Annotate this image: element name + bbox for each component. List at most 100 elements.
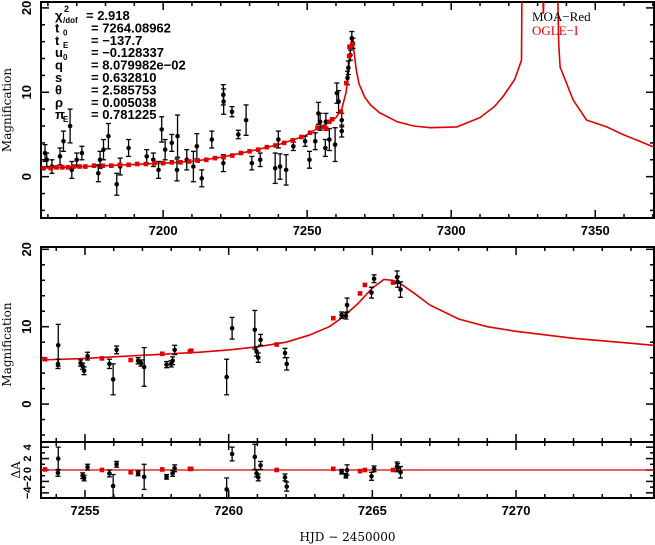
moa-data-point <box>199 169 205 188</box>
moa-marker <box>67 123 73 129</box>
moa-data-point <box>339 124 345 138</box>
moa-data-point <box>322 138 328 158</box>
ogle-data-point <box>229 153 235 158</box>
ogle-data-point <box>273 143 278 148</box>
moa-marker <box>229 109 235 114</box>
moa-data-point <box>229 105 235 118</box>
moa-data-point <box>162 138 168 161</box>
ogle-data-point <box>290 138 296 143</box>
y-tick-label: 10 <box>19 85 34 99</box>
moa-marker <box>346 65 351 71</box>
legend-entry: OGLE−I <box>532 23 578 38</box>
parameter-value: = 8.079982e−02 <box>91 58 186 73</box>
moa-data-point <box>169 133 175 152</box>
moa-data-point <box>114 345 120 355</box>
ogle-data-point <box>344 80 349 86</box>
moa-marker <box>252 327 258 333</box>
y-tick-label: 0 <box>19 173 34 180</box>
x-tick-label: 7250 <box>293 223 322 238</box>
model-curve <box>41 278 654 361</box>
plot-area <box>41 270 654 396</box>
moa-data-point <box>126 138 132 158</box>
moa-data-point <box>224 358 230 396</box>
moa-marker <box>172 347 177 353</box>
y-tick-label: 0 <box>19 400 34 407</box>
moa-marker <box>283 167 289 173</box>
moa-data-point <box>97 150 103 169</box>
moa-data-point <box>175 114 181 158</box>
parameter-value: = 0.005038 <box>91 95 156 110</box>
ogle-data-point <box>357 468 363 474</box>
x-tick-label: 7270 <box>502 503 531 518</box>
ogle-data-point <box>60 165 65 170</box>
moa-data-point <box>135 470 141 477</box>
parameter-symbol: χ <box>55 8 63 23</box>
ogle-data-point <box>128 357 133 363</box>
moa-data-point <box>141 463 147 491</box>
parameter-symbol: u <box>55 45 63 60</box>
parameter-row: t E = −137.7 <box>55 33 142 50</box>
ogle-data-point <box>307 130 313 136</box>
ogle-data-point <box>346 53 352 59</box>
moa-marker <box>371 466 377 472</box>
ogle-data-point <box>100 163 105 168</box>
ogle-data-point <box>274 467 279 473</box>
ogle-data-point <box>159 351 165 357</box>
moa-data-point <box>290 141 296 152</box>
ogle-data-point <box>143 161 149 167</box>
moa-data-point <box>317 112 323 131</box>
ogle-data-point <box>347 44 352 50</box>
y-axis-label: Magnification <box>0 68 14 152</box>
moa-data-point <box>344 464 350 476</box>
moa-marker <box>255 355 261 360</box>
moa-marker <box>81 475 87 481</box>
parameter-row: χ 2/dof = 2.918 <box>55 4 130 25</box>
moa-marker <box>114 347 119 353</box>
moa-data-point <box>229 316 235 340</box>
moa-data-point <box>110 473 116 498</box>
moa-marker <box>101 147 106 152</box>
moa-data-point <box>343 312 349 320</box>
moa-marker <box>141 364 147 370</box>
ogle-data-point <box>160 160 166 166</box>
parameter-value: = 7264.08962 <box>91 20 171 35</box>
moa-data-point <box>81 366 87 376</box>
parameter-symbol: t <box>55 20 60 35</box>
moa-marker <box>191 164 196 169</box>
moa-marker <box>398 469 403 475</box>
moa-data-point <box>172 344 178 356</box>
moa-data-point <box>79 145 85 161</box>
y-tick-label: 0 <box>22 467 34 473</box>
moa-marker <box>312 138 318 144</box>
moa-marker <box>159 127 164 132</box>
moa-marker <box>395 279 400 285</box>
panel-zoom: 0 10 20 Magnification <box>0 242 655 443</box>
moa-data-point <box>339 311 345 319</box>
parameter-value: = −137.7 <box>91 33 142 48</box>
moa-data-point <box>114 460 120 468</box>
moa-marker <box>255 475 261 480</box>
ogle-data-point <box>99 467 105 473</box>
ogle-data-point <box>77 164 82 169</box>
parameter-symbol: π <box>55 107 65 122</box>
ogle-data-point <box>323 126 329 131</box>
moa-data-point <box>85 351 91 361</box>
y-tick-label: 20 <box>19 242 34 256</box>
moa-marker <box>74 157 80 163</box>
ogle-data-point <box>330 315 336 321</box>
moa-data-point <box>255 473 261 482</box>
moa-data-point <box>371 274 377 284</box>
moa-data-point <box>368 471 374 481</box>
ogle-data-point <box>329 116 335 122</box>
moa-data-point <box>257 152 263 168</box>
moa-marker <box>243 117 249 123</box>
moa-data-point <box>164 473 170 480</box>
moa-marker <box>85 464 90 470</box>
moa-data-point <box>339 468 345 475</box>
parameter-subscript: E <box>63 115 69 124</box>
moa-data-point <box>371 465 377 473</box>
moa-marker <box>55 470 61 476</box>
ogle-data-point <box>362 467 368 473</box>
panel-overview: 7200 7250 7300 735001020MagnificationMOA−Re… <box>0 1 655 238</box>
